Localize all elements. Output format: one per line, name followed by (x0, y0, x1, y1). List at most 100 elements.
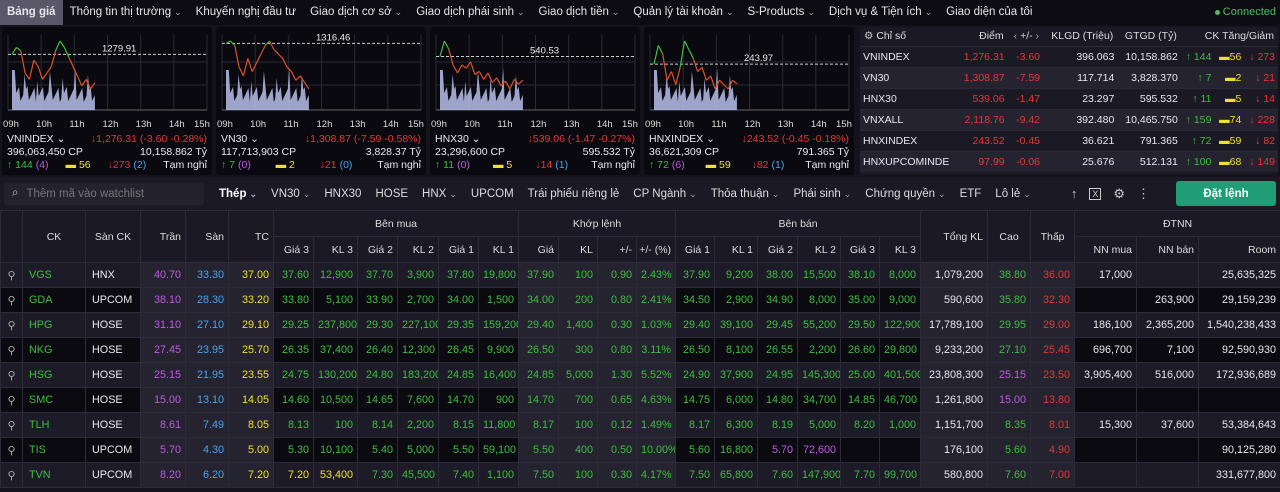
nav-item-8[interactable]: Dịch vụ & Tiện ích ⌄ (822, 0, 939, 25)
symbol[interactable]: VGS (22, 262, 86, 288)
arrow-up-icon[interactable]: ↑ (1070, 186, 1078, 201)
nav-item-5[interactable]: Giao dịch tiền ⌄ (532, 0, 627, 25)
pin-icon[interactable]: ⚲ (0, 437, 23, 463)
index-row[interactable]: VNXALL 2,118.76 -9.42 392.480 10,465.750 ↑ 15… (860, 108, 1278, 130)
col-match-0[interactable]: Giá (518, 236, 559, 263)
col-buy-0[interactable]: Giá 3 (273, 236, 314, 263)
col-symbol[interactable]: CK (22, 210, 86, 263)
pin-icon[interactable]: ⚲ (0, 337, 23, 363)
index-row[interactable]: VNINDEX 1,276.31 -3.60 396.063 10,158.862 ↑ 1… (860, 45, 1278, 67)
nav-item-7[interactable]: S-Products ⌄ (740, 0, 821, 25)
col-exchange[interactable]: Sàn CK (85, 210, 141, 263)
col-match-3[interactable]: +/- (%) (635, 236, 677, 263)
chevron-right-icon[interactable]: › (1032, 30, 1040, 43)
nav-item-3[interactable]: Giao dịch cơ sở ⌄ (303, 0, 409, 25)
nav-item-1[interactable]: Thông tin thị trường ⌄ (63, 0, 189, 25)
place-order-button[interactable]: Đặt lệnh (1176, 181, 1276, 206)
symbol[interactable]: TLH (22, 412, 86, 438)
col-foreign-2[interactable]: Room (1198, 236, 1280, 263)
stock-row-tlh[interactable]: ⚲ TLH HOSE 8.61 7.49 8.05 8.13 100 8.14 2,200 8.15… (0, 412, 1280, 438)
tab-4[interactable]: HNX ⌄ (415, 188, 464, 200)
chevron-left-icon[interactable]: ‹ (1013, 30, 1021, 43)
symbol[interactable]: HSG (22, 362, 86, 388)
index-card-hnxindex[interactable]: 09h 10h 11h 12h 13h 14h 15h 243.97 HNXINDEX ⌄ ↓24… (644, 27, 854, 175)
stock-row-hsg[interactable]: ⚲ HSG HOSE 25.15 21.95 23.55 24.75 130,200 24.80… (0, 362, 1280, 388)
group-buy[interactable]: Bên mua (273, 210, 519, 237)
index-name[interactable]: VN30 ⌄ (221, 133, 259, 146)
symbol[interactable]: GDA (22, 287, 86, 313)
symbol[interactable]: NKG (22, 337, 86, 363)
tab-2[interactable]: HNX30 (317, 188, 368, 200)
settings-icon[interactable]: ⚙ (1113, 185, 1125, 201)
tab-0[interactable]: Thép ⌄ (212, 188, 264, 200)
index-card-vnindex[interactable]: 09h 10h 11h 12h 13h 14h 15h 1279.91 VNINDEX ⌄ ↓1,… (2, 27, 212, 175)
symbol[interactable]: TIS (22, 437, 86, 463)
col-buy-2[interactable]: Giá 2 (357, 236, 398, 263)
col-buy-4[interactable]: Giá 1 (438, 236, 479, 263)
stock-row-hpg[interactable]: ⚲ HPG HOSE 31.10 27.10 29.10 29.25 237,800 29.30… (0, 312, 1280, 338)
tab-12[interactable]: Lô lẻ ⌄ (988, 188, 1037, 200)
tab-11[interactable]: ETF (953, 188, 989, 200)
col-value[interactable]: GTGD (Tỷ) (1124, 30, 1177, 43)
col-total-volume[interactable]: Tổng KL (920, 210, 989, 263)
col-buy-1[interactable]: KL 3 (313, 236, 358, 263)
excel-export-icon[interactable]: X (1089, 187, 1102, 200)
col-foreign-1[interactable]: NN bán (1136, 236, 1200, 263)
tab-5[interactable]: UPCOM (464, 188, 521, 200)
pin-icon[interactable]: ⚲ (0, 312, 23, 338)
index-name[interactable]: HNXINDEX ⌄ (649, 133, 715, 146)
more-menu-icon[interactable]: ⋮ (1137, 185, 1150, 201)
col-sell-4[interactable]: Giá 3 (840, 236, 881, 263)
tab-10[interactable]: Chứng quyền ⌄ (858, 188, 952, 200)
pin-icon[interactable]: ⚲ (0, 412, 23, 438)
nav-item-2[interactable]: Khuyến nghị đầu tư (189, 0, 303, 25)
col-floor[interactable]: Sàn (185, 210, 229, 263)
pin-icon[interactable]: ⚲ (0, 362, 23, 388)
col-low[interactable]: Thấp (1030, 210, 1076, 263)
col-sell-1[interactable]: KL 1 (714, 236, 759, 263)
col-sell-3[interactable]: KL 2 (797, 236, 842, 263)
nav-item-0[interactable]: Bảng giá (0, 0, 63, 25)
pin-icon[interactable]: ⚲ (0, 262, 23, 288)
stock-row-tvn[interactable]: ⚲ TVN UPCOM 8.20 6.20 7.20 7.20 53,400 7.30 45,50… (0, 462, 1280, 488)
col-change[interactable]: ‹ +/- › (1008, 27, 1043, 46)
group-match[interactable]: Khớp lệnh (517, 210, 677, 237)
index-name[interactable]: VNINDEX ⌄ (7, 133, 65, 146)
watchlist-search-input[interactable] (26, 187, 187, 200)
stock-row-gda[interactable]: ⚲ GDA UPCOM 38.10 28.30 33.20 33.80 5,100 33.90 2… (0, 287, 1280, 313)
symbol[interactable]: HPG (22, 312, 86, 338)
col-point[interactable]: Điểm (979, 30, 1004, 43)
col-breadth[interactable]: CK Tăng/Giảm (1204, 30, 1274, 43)
col-sell-2[interactable]: Giá 2 (757, 236, 799, 263)
nav-item-6[interactable]: Quản lý tài khoản ⌄ (626, 0, 740, 25)
pin-icon[interactable]: ⚲ (0, 462, 23, 488)
symbol[interactable]: SMC (22, 387, 86, 413)
watchlist-search[interactable]: ⌕ (4, 182, 204, 205)
index-row[interactable]: HNXUPCOMINDE 97.99 -0.06 25.676 512.131 ↑ 100… (860, 150, 1278, 172)
stock-row-vgs[interactable]: ⚲ VGS HNX 40.70 33.30 37.00 37.60 12,900 37.70 3,… (0, 262, 1280, 288)
group-sell[interactable]: Bên bán (675, 210, 922, 237)
col-sell-5[interactable]: KL 3 (879, 236, 922, 263)
stock-row-smc[interactable]: ⚲ SMC HOSE 15.00 13.10 14.05 14.60 10,500 14.65 7… (0, 387, 1280, 413)
index-card-hnx30[interactable]: 09h 10h 11h 12h 13h 14h 15h 540.53 HNX30 ⌄ ↓539.0… (430, 27, 640, 175)
index-name[interactable]: HNX30 ⌄ (435, 133, 481, 146)
col-buy-5[interactable]: KL 1 (478, 236, 519, 263)
index-row[interactable]: HNX30 539.06 -1.47 23.297 595.532 ↑ 11 ▬5 ↓ 14 (860, 87, 1278, 109)
nav-item-9[interactable]: Giao diện của tôi (939, 0, 1039, 25)
stock-row-tis[interactable]: ⚲ TIS UPCOM 5.70 4.30 5.00 5.30 10,100 5.40 5,000… (0, 437, 1280, 463)
tab-8[interactable]: Thỏa thuận ⌄ (704, 188, 787, 200)
col-volume[interactable]: KLGD (Triệu) (1051, 30, 1114, 43)
col-match-2[interactable]: +/- (597, 236, 637, 263)
symbol[interactable]: TVN (22, 462, 86, 488)
col-sell-0[interactable]: Giá 1 (675, 236, 716, 263)
nav-item-4[interactable]: Giao dịch phái sinh ⌄ (409, 0, 531, 25)
col-reference[interactable]: TC (228, 210, 274, 263)
tab-6[interactable]: Trái phiếu riêng lẻ (521, 188, 627, 200)
col-high[interactable]: Cao (987, 210, 1032, 263)
stock-row-nkg[interactable]: ⚲ NKG HOSE 27.45 23.95 25.70 26.35 37,400 26.40 1… (0, 337, 1280, 363)
index-card-vn30[interactable]: 09h 10h 11h 12h 13h 14h 15h 1316.46 VN30 ⌄ ↓1,308… (216, 27, 426, 175)
tab-7[interactable]: CP Ngành ⌄ (626, 188, 703, 200)
col-buy-3[interactable]: KL 2 (397, 236, 439, 263)
group-foreign[interactable]: ĐTNN (1074, 210, 1280, 237)
col-index[interactable]: ⚙ Chỉ số (860, 27, 958, 46)
